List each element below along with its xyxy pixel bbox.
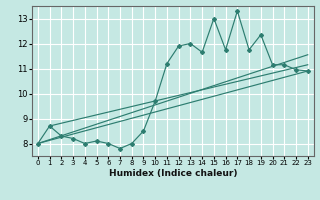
X-axis label: Humidex (Indice chaleur): Humidex (Indice chaleur) — [108, 169, 237, 178]
